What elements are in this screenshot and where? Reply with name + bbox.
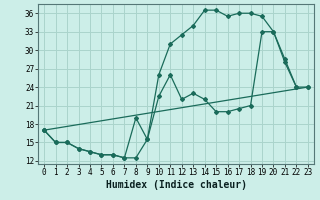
X-axis label: Humidex (Indice chaleur): Humidex (Indice chaleur) (106, 180, 246, 190)
